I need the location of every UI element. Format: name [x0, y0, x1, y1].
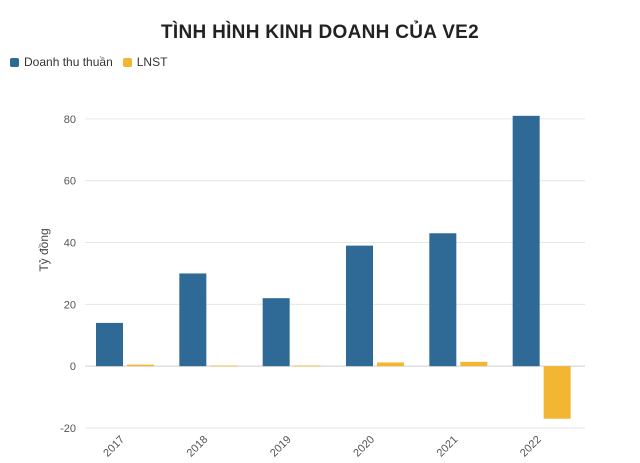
- y-tick-label: -20: [60, 423, 76, 435]
- bar-lnst-2019: [293, 365, 321, 367]
- legend-swatch-revenue: [10, 57, 19, 67]
- bar-lnst-2017: [127, 364, 154, 367]
- bar-lnst-2022: [543, 366, 571, 419]
- bar-revenue-2021: [429, 233, 457, 367]
- legend: Doanh thu thuần LNST: [10, 55, 177, 69]
- x-tick-labels: 2017 2018 2019 2020 2021 2022: [101, 434, 543, 460]
- legend-label-lnst: LNST: [136, 55, 168, 69]
- y-tick-label: 80: [64, 114, 76, 126]
- x-tick-label: 2021: [435, 434, 461, 460]
- bar-revenue-2018: [179, 273, 207, 367]
- legend-item-revenue[interactable]: Doanh thu thuần: [10, 55, 113, 69]
- legend-item-lnst[interactable]: LNST: [122, 55, 168, 69]
- x-tick-label: 2017: [101, 434, 127, 460]
- x-tick-label: 2022: [518, 434, 544, 460]
- y-tick-label: 20: [64, 299, 76, 311]
- x-tick-label: 2018: [185, 434, 211, 460]
- bar-revenue-2019: [262, 298, 290, 367]
- bar-revenue-2017: [96, 322, 123, 367]
- bar-lnst-2018: [210, 365, 238, 367]
- y-tick-label: 60: [64, 176, 76, 188]
- bar-lnst-2021: [460, 361, 488, 367]
- x-tick-label: 2020: [351, 434, 377, 460]
- bars: [96, 115, 571, 419]
- bar-revenue-2022: [512, 115, 540, 367]
- y-tick-label: 0: [70, 361, 76, 373]
- legend-swatch-lnst: [122, 57, 132, 67]
- y-tick-label: 40: [64, 238, 76, 250]
- chart-title: TÌNH HÌNH KINH DOANH CỦA VE2: [160, 22, 480, 43]
- bar-lnst-2020: [377, 362, 404, 367]
- grid-lines: [85, 118, 585, 429]
- x-tick-label: 2019: [268, 434, 294, 460]
- y-axis-label: Tỷ đồng: [37, 228, 51, 271]
- y-tick-labels: -20 0 20 40 60 80: [60, 114, 76, 435]
- legend-label-revenue: Doanh thu thuần: [24, 55, 113, 69]
- bar-revenue-2020: [346, 245, 373, 367]
